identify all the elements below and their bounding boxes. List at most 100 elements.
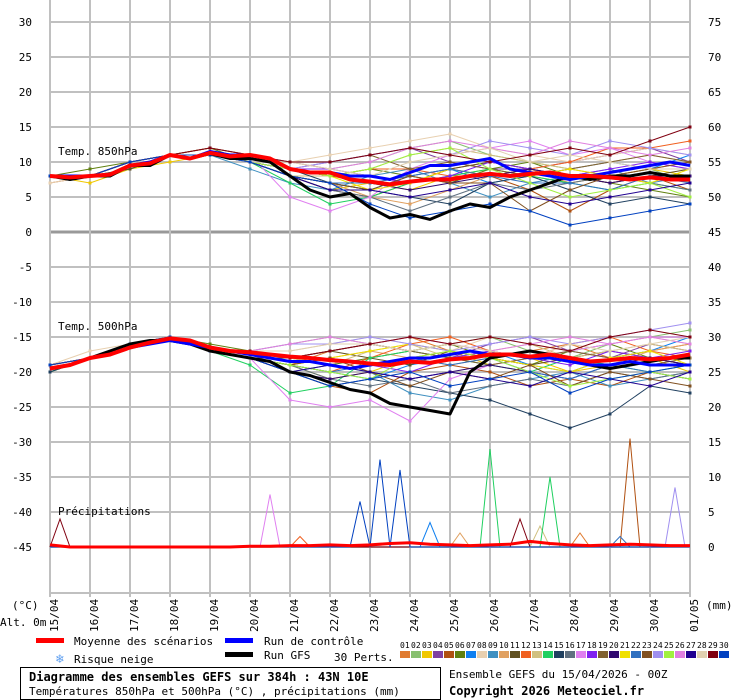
legend-member-swatch [444,651,454,658]
t500-member-25-line-point [288,363,292,367]
t850-member-25-line-point [488,167,492,171]
t500-member-24-line-point [688,321,692,325]
t850-member-29-line-point [688,125,692,129]
x-tick-label: 28/04 [568,599,581,632]
t500-member-16-line-point [528,377,532,381]
legend-member-number: 30 [719,641,729,650]
t500-member-16-line-point [368,384,372,388]
t500-member-08-line-point [88,349,92,353]
t850-member-15-line-point [448,202,452,206]
right-tick-label: 30 [708,331,721,344]
t850-mean-line [49,150,690,187]
legend-member-swatch [554,651,564,658]
x-tick-label: 30/04 [648,599,661,632]
right-tick-label: 60 [708,121,721,134]
legend-member-number: 08 [477,641,487,650]
x-tick-label: 29/04 [608,599,621,632]
t850-member-24-line-point [528,146,532,150]
run-info: Ensemble GEFS du 15/04/2026 - 00Z [449,668,668,681]
t850-member-29-line-point [448,153,452,157]
chart-title: Diagramme des ensembles GEFS sur 384h : … [29,670,369,684]
x-tick-label: 20/04 [248,599,261,632]
left-tick-label: -35 [12,471,32,484]
legend-member-number: 06 [455,641,465,650]
right-tick-label: 65 [708,86,721,99]
t500-member-21-line-point [608,356,612,360]
t500-member-28-line-point [608,349,612,353]
legend-member-swatch [598,651,608,658]
t500-member-20-line-point [488,363,492,367]
t850-member-16-line-point [448,195,452,199]
legend-member-swatch [697,651,707,658]
x-tick-label: 18/04 [168,599,181,632]
t500-member-14-line-point [248,363,252,367]
left-tick-label: -20 [12,366,32,379]
legend-mean-label: Moyenne des scénarios [74,635,213,648]
t850-member-30-line-point [608,216,612,220]
t500-member-24-line-point [368,335,372,339]
legend-member-swatch [631,651,641,658]
t850-member-28-line-point [528,160,532,164]
t850-member-30-line-point [328,181,332,185]
right-tick-label: 5 [708,506,715,519]
t850-member-27-line-point [608,195,612,199]
t850-member-18-line-point [608,167,612,171]
legend-gfs-swatch [225,652,253,657]
t850-member-09-line-point [248,167,252,171]
t850-member-30-line-point [648,209,652,213]
left-tick-label: 5 [25,191,32,204]
t850-member-26-line-point [688,146,692,150]
t850-member-17-line-point [288,195,292,199]
t500-member-17-line-point [288,398,292,402]
t850-member-30-line-point [368,202,372,206]
legend-member-number: 14 [543,641,553,650]
t850-member-26-line-point [648,153,652,157]
t850-member-16-line-point [408,209,412,213]
x-tick-label: 17/04 [128,599,141,632]
t500-member-15-line-point [608,412,612,416]
legend-member-swatch [477,651,487,658]
t850-member-29-line-point [648,139,652,143]
t500-member-14-line-point [288,391,292,395]
left-tick-label: 30 [19,16,32,29]
t500-member-15-line-point [528,412,532,416]
t500-member-30-line-point [328,384,332,388]
right-tick-label: 20 [708,401,721,414]
t500-member-24-line-point [528,335,532,339]
t500-member-29-line-point [328,349,332,353]
legend-member-swatch [499,651,509,658]
legend-member-swatch [664,651,674,658]
t500-member-29-line-point [488,335,492,339]
left-tick-label: -30 [12,436,32,449]
t500-member-30-line-point [488,377,492,381]
t850-member-20-line-point [608,181,612,185]
t500-member-16-line-point [448,391,452,395]
t850-member-29-line-point [568,146,572,150]
t500-member-23-line-point [648,377,652,381]
t850-member-29-line-point [288,160,292,164]
t850-member-29-line-point [328,160,332,164]
t850-member-27-line-point [528,195,532,199]
t850-member-28-line-point [608,160,612,164]
t500-member-25-line-point [448,349,452,353]
t850-member-27-line-point [448,188,452,192]
left-tick-label: -15 [12,331,32,344]
t850-member-25-line-point [568,195,572,199]
t850-member-25-line-point [648,181,652,185]
t850-member-29-line-point [488,160,492,164]
t850-member-23-line-point [688,160,692,164]
legend-member-swatch [642,651,652,658]
t500-member-26-line-point [328,335,332,339]
t500-member-24-line-point [408,342,412,346]
t850-member-08-line-point [408,139,412,143]
t500-member-25-line-point [688,377,692,381]
left-tick-label: -40 [12,506,32,519]
t850-member-08-line-point [368,146,372,150]
t850-member-14-line-point [288,181,292,185]
t850-member-09-line-point [488,195,492,199]
t850-member-25-line-point [608,188,612,192]
t850-member-25-line-point [368,167,372,171]
t850-member-06-line-point [88,167,92,171]
t850-member-25-line-point [528,181,532,185]
t500-member-26-line-point [608,342,612,346]
